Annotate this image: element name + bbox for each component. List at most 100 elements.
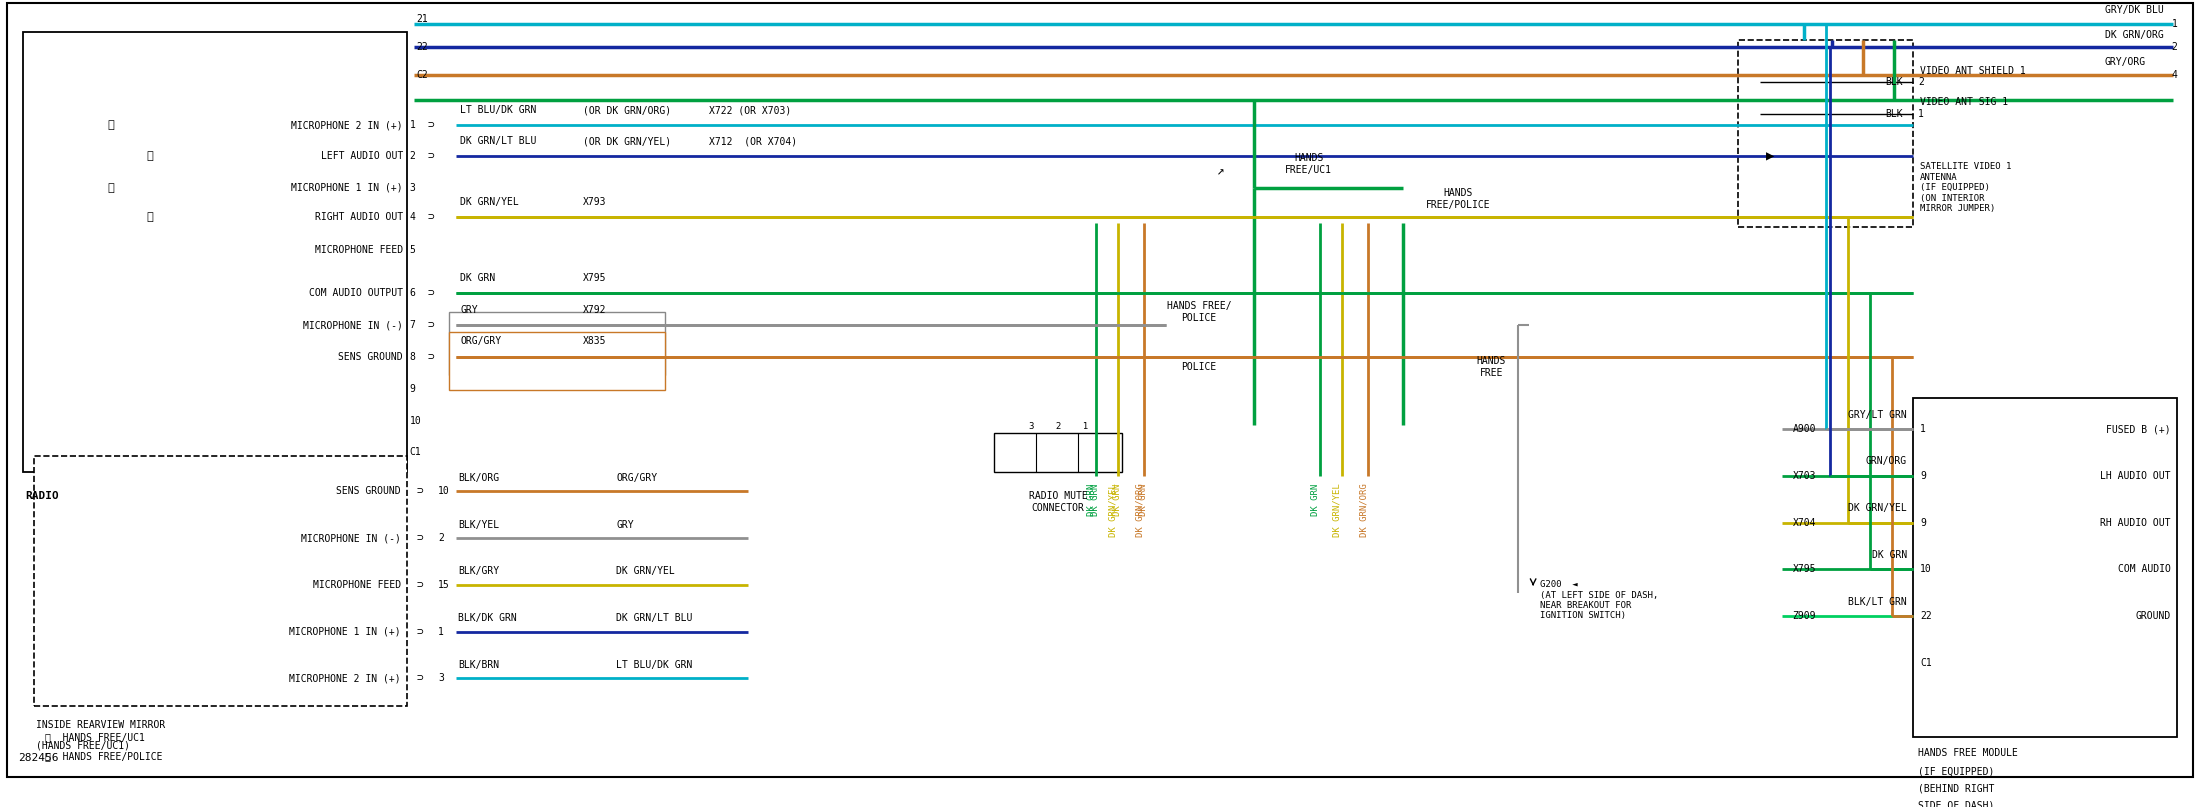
Text: X793: X793: [583, 197, 607, 207]
Text: GRN/ORG: GRN/ORG: [1866, 457, 1907, 466]
Text: (OR DK GRN/YEL): (OR DK GRN/YEL): [583, 136, 671, 146]
Text: 1: 1: [1918, 109, 1923, 119]
Text: 4: 4: [2171, 69, 2178, 80]
Text: DK GRN/LT BLU: DK GRN/LT BLU: [460, 136, 537, 146]
Text: GROUND: GROUND: [2136, 611, 2171, 621]
Text: 1: 1: [409, 120, 416, 130]
Text: 5: 5: [409, 245, 416, 255]
Text: ①: ①: [108, 120, 114, 130]
Text: DK GRN/YEL: DK GRN/YEL: [616, 567, 675, 576]
Text: VIDEO ANT SIG 1: VIDEO ANT SIG 1: [1921, 98, 2009, 107]
Text: X795: X795: [583, 273, 607, 282]
Text: 22: 22: [416, 43, 429, 52]
Text: HANDS FREE/
POLICE: HANDS FREE/ POLICE: [1166, 302, 1232, 323]
Text: HANDS
FREE: HANDS FREE: [1476, 356, 1507, 378]
Bar: [33, 456, 407, 705]
Text: X712  (OR X704): X712 (OR X704): [708, 136, 796, 146]
Text: (IF EQUIPPED): (IF EQUIPPED): [1918, 767, 1993, 776]
Text: 2: 2: [2171, 43, 2178, 52]
Text: 9: 9: [1921, 517, 1925, 528]
Text: SENS GROUND: SENS GROUND: [339, 352, 403, 362]
Text: LT BLU/DK GRN: LT BLU/DK GRN: [616, 659, 693, 670]
Bar: [449, 332, 664, 390]
Text: 3: 3: [409, 182, 416, 193]
Text: 2: 2: [438, 533, 444, 543]
Text: 4: 4: [409, 212, 416, 222]
Text: 15: 15: [438, 579, 451, 590]
Text: C1: C1: [1921, 658, 1932, 667]
Text: ②: ②: [147, 212, 154, 222]
Text: MICROPHONE 1 IN (+): MICROPHONE 1 IN (+): [288, 626, 400, 637]
Text: ①: ①: [108, 182, 114, 193]
Text: GRY/LT GRN: GRY/LT GRN: [1848, 410, 1907, 420]
Text: POLICE: POLICE: [1181, 362, 1217, 372]
Text: VIDEO ANT SHIELD 1: VIDEO ANT SHIELD 1: [1921, 66, 2026, 76]
Text: 8: 8: [409, 352, 416, 362]
Text: X835: X835: [583, 337, 607, 346]
Text: A900: A900: [1793, 424, 1815, 434]
Text: ORG/GRY: ORG/GRY: [460, 337, 502, 346]
Bar: [994, 433, 1122, 472]
Text: FUSED B (+): FUSED B (+): [2105, 424, 2171, 434]
Text: 21: 21: [416, 15, 429, 24]
Text: C2: C2: [416, 69, 429, 80]
Text: MICROPHONE IN (-): MICROPHONE IN (-): [304, 320, 403, 331]
Text: MICROPHONE FEED: MICROPHONE FEED: [312, 579, 400, 590]
Text: 282456: 282456: [18, 753, 59, 763]
Text: DK GRN: DK GRN: [1872, 550, 1907, 560]
Text: MICROPHONE 1 IN (+): MICROPHONE 1 IN (+): [290, 182, 403, 193]
Text: 22: 22: [1921, 611, 1932, 621]
Text: RH AUDIO OUT: RH AUDIO OUT: [2101, 517, 2171, 528]
Text: GRY: GRY: [616, 520, 634, 529]
Text: MICROPHONE 2 IN (+): MICROPHONE 2 IN (+): [290, 120, 403, 130]
Text: 3    2    1: 3 2 1: [1030, 422, 1087, 432]
Text: HANDS
FREE/POLICE: HANDS FREE/POLICE: [1426, 189, 1492, 210]
Text: MICROPHONE 2 IN (+): MICROPHONE 2 IN (+): [288, 673, 400, 684]
Text: DK GRN: DK GRN: [1311, 483, 1320, 516]
Text: ⊃: ⊃: [416, 487, 422, 496]
Text: DK GRN/YEL: DK GRN/YEL: [1848, 504, 1907, 513]
Text: MICROPHONE FEED: MICROPHONE FEED: [315, 245, 403, 255]
Text: 1: 1: [1921, 424, 1925, 434]
Text: 1: 1: [438, 626, 444, 637]
Text: 2: 2: [1918, 77, 1923, 87]
Text: X792: X792: [583, 305, 607, 316]
Text: DK GRN/YEL: DK GRN/YEL: [460, 197, 519, 207]
Bar: [1914, 398, 2178, 737]
Bar: [449, 312, 664, 374]
Text: BLK/GRY: BLK/GRY: [458, 567, 499, 576]
Text: C1: C1: [409, 447, 422, 458]
Text: ↗: ↗: [1217, 165, 1225, 178]
Text: BLK/LT GRN: BLK/LT GRN: [1848, 596, 1907, 607]
Text: GRY/ORG: GRY/ORG: [2105, 57, 2145, 67]
Text: 6: 6: [409, 288, 416, 298]
Text: 7: 7: [409, 320, 416, 331]
Text: DK GRN/LT BLU: DK GRN/LT BLU: [616, 613, 693, 623]
Text: DK GRN: DK GRN: [1087, 483, 1096, 516]
Text: 1: 1: [2171, 19, 2178, 29]
Text: RADIO MUTE
CONNECTOR: RADIO MUTE CONNECTOR: [1030, 491, 1087, 513]
Text: ⊃: ⊃: [427, 212, 433, 222]
Text: ⊃: ⊃: [416, 533, 422, 543]
Text: ⊃: ⊃: [427, 288, 433, 298]
Text: DK GRN: DK GRN: [1113, 483, 1122, 516]
Text: 10: 10: [438, 487, 451, 496]
Text: BLK/ORG: BLK/ORG: [458, 473, 499, 483]
Text: DK GRN/ORG: DK GRN/ORG: [1360, 483, 1368, 537]
Text: COM AUDIO OUTPUT: COM AUDIO OUTPUT: [308, 288, 403, 298]
Text: BLK/BRN: BLK/BRN: [458, 659, 499, 670]
Text: ⊃: ⊃: [427, 152, 433, 161]
Text: X703: X703: [1793, 470, 1815, 481]
Text: 9: 9: [1921, 470, 1925, 481]
Text: SATELLITE VIDEO 1
ANTENNA
(IF EQUIPPED)
(ON INTERIOR
MIRROR JUMPER): SATELLITE VIDEO 1 ANTENNA (IF EQUIPPED) …: [1921, 162, 2011, 213]
Text: ②: ②: [147, 152, 154, 161]
Text: DK GRN: DK GRN: [460, 273, 495, 282]
Text: Z909: Z909: [1793, 611, 1815, 621]
Bar: [1738, 40, 1914, 227]
Text: BLK/YEL: BLK/YEL: [458, 520, 499, 529]
Text: HANDS FREE MODULE: HANDS FREE MODULE: [1918, 748, 2017, 759]
Text: DK GRN/ORG: DK GRN/ORG: [2105, 30, 2163, 40]
Text: LH AUDIO OUT: LH AUDIO OUT: [2101, 470, 2171, 481]
Text: DK GRN/YEL: DK GRN/YEL: [1333, 483, 1342, 537]
Text: 2: 2: [409, 152, 416, 161]
